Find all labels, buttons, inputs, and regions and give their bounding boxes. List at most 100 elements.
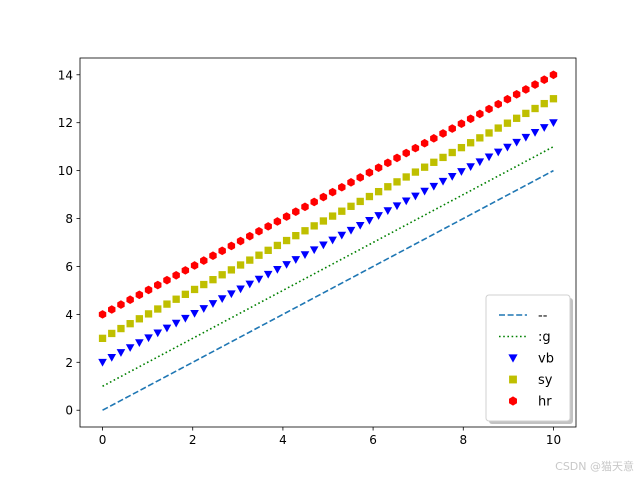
y-tick-label: 8 bbox=[65, 212, 73, 226]
data-point bbox=[154, 305, 162, 313]
data-point bbox=[549, 119, 558, 127]
data-point bbox=[356, 197, 364, 206]
data-point bbox=[420, 138, 429, 148]
data-point bbox=[411, 168, 420, 176]
series-4 bbox=[98, 70, 558, 319]
y-tick-label: 10 bbox=[58, 164, 73, 178]
data-point bbox=[227, 290, 236, 299]
data-point bbox=[162, 324, 172, 333]
data-point bbox=[540, 99, 548, 108]
data-point bbox=[374, 187, 383, 196]
series-0 bbox=[102, 169, 554, 411]
data-point bbox=[411, 192, 420, 201]
data-point bbox=[282, 236, 291, 245]
data-point bbox=[328, 212, 337, 220]
y-tick-label: 4 bbox=[65, 308, 73, 322]
data-point bbox=[135, 339, 144, 348]
data-point bbox=[246, 256, 254, 264]
data-point bbox=[300, 251, 310, 260]
data-point bbox=[338, 182, 346, 192]
data-point bbox=[522, 85, 530, 94]
data-point bbox=[245, 280, 255, 289]
data-point bbox=[273, 217, 282, 226]
data-point bbox=[374, 212, 383, 220]
legend-label: sy bbox=[538, 373, 553, 388]
data-point bbox=[135, 290, 144, 300]
data-point bbox=[365, 217, 374, 225]
data-point bbox=[301, 202, 309, 212]
series-3 bbox=[98, 95, 558, 342]
data-point bbox=[485, 129, 493, 137]
data-point bbox=[512, 90, 521, 99]
data-point bbox=[347, 178, 355, 187]
data-point bbox=[476, 134, 484, 142]
x-tick-label: 10 bbox=[546, 433, 561, 447]
data-point bbox=[338, 207, 346, 215]
data-point bbox=[154, 280, 162, 290]
data-point bbox=[328, 187, 337, 197]
data-point bbox=[346, 226, 356, 235]
data-point bbox=[273, 265, 282, 274]
legend-label: :g bbox=[538, 330, 551, 345]
data-point bbox=[117, 324, 125, 333]
data-point bbox=[337, 231, 347, 240]
data-point bbox=[254, 275, 264, 284]
data-point bbox=[190, 261, 199, 270]
data-point bbox=[522, 109, 530, 118]
data-point bbox=[530, 129, 540, 137]
data-point bbox=[503, 119, 512, 127]
data-point bbox=[236, 236, 245, 246]
data-point bbox=[292, 231, 300, 240]
data-point bbox=[512, 114, 521, 122]
data-point bbox=[153, 329, 163, 338]
data-point bbox=[181, 290, 190, 298]
data-point bbox=[163, 275, 171, 285]
data-point bbox=[420, 163, 429, 171]
data-point bbox=[301, 227, 309, 235]
data-point bbox=[282, 261, 291, 269]
data-point bbox=[144, 310, 153, 318]
data-point bbox=[448, 148, 456, 157]
data-point bbox=[217, 295, 227, 304]
data-point bbox=[393, 178, 401, 186]
data-point bbox=[392, 202, 402, 211]
data-point bbox=[448, 124, 456, 133]
data-point bbox=[126, 295, 134, 305]
data-point bbox=[439, 129, 447, 138]
data-point bbox=[310, 222, 318, 230]
data-point bbox=[430, 134, 438, 143]
data-point bbox=[439, 153, 447, 162]
data-point bbox=[236, 285, 245, 294]
data-point bbox=[319, 241, 328, 250]
data-point bbox=[466, 139, 475, 147]
data-point bbox=[393, 153, 401, 163]
data-point bbox=[190, 285, 199, 294]
data-point bbox=[494, 124, 502, 132]
data-point bbox=[144, 285, 153, 295]
data-point bbox=[181, 314, 190, 323]
data-point bbox=[365, 192, 374, 201]
data-point bbox=[402, 173, 410, 181]
data-point bbox=[98, 310, 107, 319]
data-point bbox=[503, 94, 512, 104]
data-point bbox=[107, 353, 117, 362]
data-point bbox=[374, 163, 383, 172]
x-tick-label: 4 bbox=[279, 433, 287, 447]
data-point bbox=[402, 148, 410, 158]
data-point bbox=[457, 168, 466, 176]
data-point bbox=[531, 80, 539, 89]
data-point bbox=[430, 158, 438, 166]
data-point bbox=[208, 300, 218, 308]
data-point bbox=[292, 207, 300, 216]
data-point bbox=[540, 75, 548, 84]
data-point bbox=[200, 256, 208, 265]
data-point bbox=[263, 270, 273, 279]
y-tick-label: 2 bbox=[65, 356, 73, 370]
data-point bbox=[209, 276, 217, 284]
data-point bbox=[493, 148, 503, 157]
data-point bbox=[401, 197, 411, 206]
data-point bbox=[347, 202, 355, 210]
data-point bbox=[126, 320, 134, 328]
data-point bbox=[264, 222, 272, 231]
